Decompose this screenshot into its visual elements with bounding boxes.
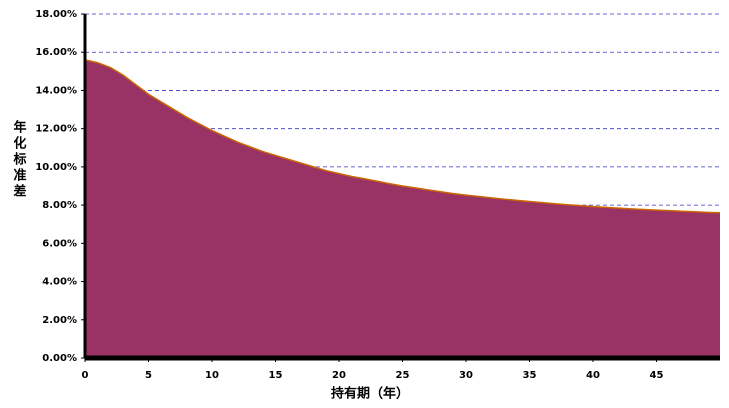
area	[84, 59, 721, 214]
x-tick-label: 20	[332, 370, 346, 381]
y-tick-label: 2.00%	[42, 315, 77, 326]
x-tick-label: 10	[205, 370, 219, 381]
x-tick-label: 40	[586, 370, 600, 381]
x-axis-label: 持有期（年）	[331, 386, 409, 402]
x-tick-label: 25	[396, 370, 410, 381]
area-fill	[85, 59, 720, 358]
y-tick-label: 10.00%	[35, 162, 77, 173]
y-tick-label: 18.00%	[35, 9, 77, 20]
y-axis-label: 年化标准差	[11, 119, 28, 200]
y-tick-label: 12.00%	[35, 124, 77, 135]
x-tick-label: 35	[523, 370, 537, 381]
y-tick-label: 0.00%	[42, 353, 77, 364]
x-tick-label: 15	[269, 370, 283, 381]
x-tick-label: 45	[650, 370, 664, 381]
y-tick-label: 6.00%	[42, 238, 77, 249]
x-tick-label: 0	[82, 370, 89, 381]
y-tick-label: 4.00%	[42, 277, 77, 288]
y-tick-label: 16.00%	[35, 47, 77, 58]
x-tick-label: 30	[459, 370, 473, 381]
y-tick-label: 14.00%	[35, 85, 77, 96]
y-tick-label: 8.00%	[42, 200, 77, 211]
x-tick-label: 5	[145, 370, 152, 381]
